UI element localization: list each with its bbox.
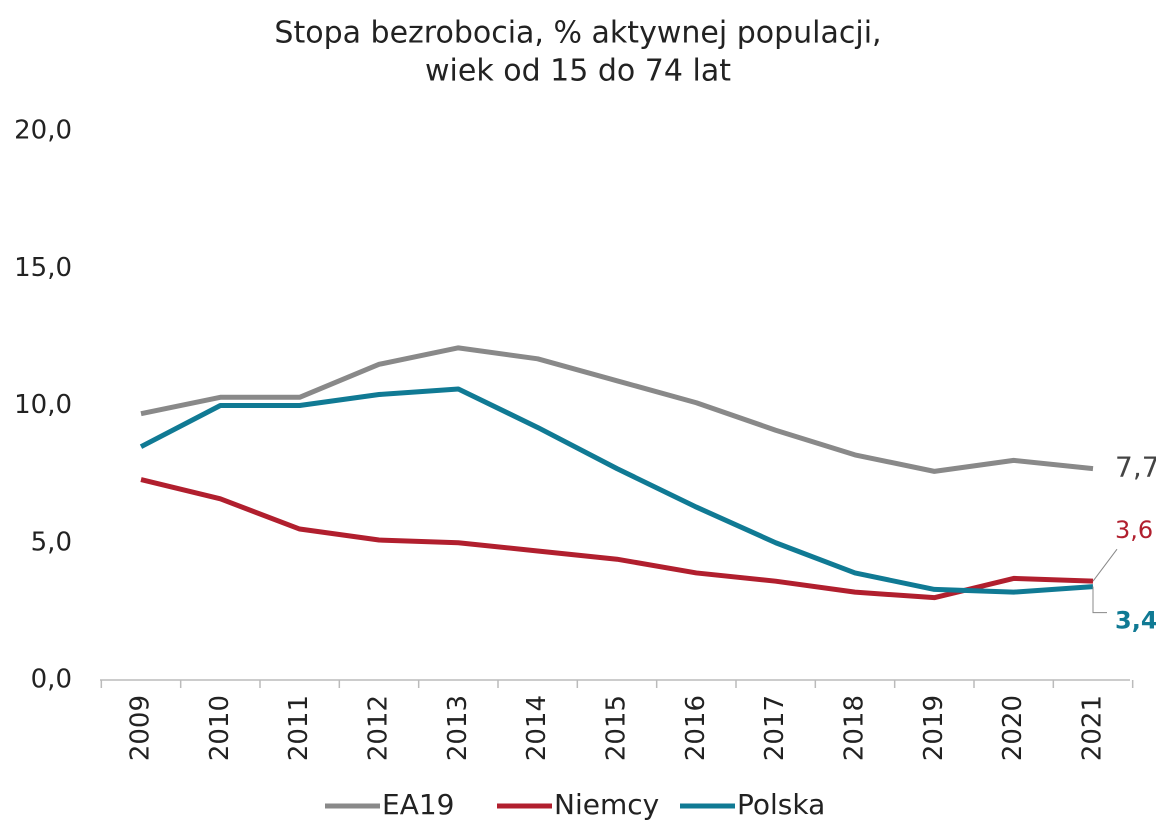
x-tick-label: 2019: [919, 695, 949, 761]
y-tick-label: 0,0: [31, 665, 72, 695]
line-series: [139, 386, 1094, 595]
line-series: [140, 345, 1094, 474]
x-tick-label: 2020: [998, 695, 1028, 761]
x-tick-label: 2016: [681, 695, 711, 761]
x-tick-label: 2018: [840, 695, 870, 761]
y-tick-label: 15,0: [14, 253, 72, 283]
y-tick-label: 5,0: [31, 527, 72, 557]
data-label: 7,7: [1115, 451, 1156, 484]
x-tick-label: 2011: [284, 695, 314, 761]
data-label: 3,6: [1115, 516, 1153, 544]
leader-line: [1092, 586, 1107, 614]
chart-title: wiek od 15 do 74 lat: [425, 54, 731, 89]
x-tick-label: 2009: [126, 695, 156, 761]
x-tick-label: 2021: [1078, 695, 1108, 761]
x-tick-label: 2014: [522, 695, 552, 761]
legend-label: EA19: [382, 788, 454, 821]
y-tick-label: 20,0: [14, 116, 72, 146]
leader-line: [1092, 548, 1118, 582]
x-tick-label: 2012: [364, 695, 394, 761]
data-label: 3,4: [1115, 607, 1156, 635]
legend-label: Polska: [737, 788, 825, 821]
chart-title: Stopa bezrobocia, % aktywnej populacji,: [274, 16, 881, 51]
x-tick-label: 2010: [205, 695, 235, 761]
y-tick-label: 10,0: [14, 390, 72, 420]
x-tick-label: 2013: [443, 695, 473, 761]
x-tick-label: 2017: [760, 695, 790, 761]
x-tick-label: 2015: [602, 695, 632, 761]
line-series: [140, 477, 1094, 601]
legend-label: Niemcy: [554, 788, 659, 821]
